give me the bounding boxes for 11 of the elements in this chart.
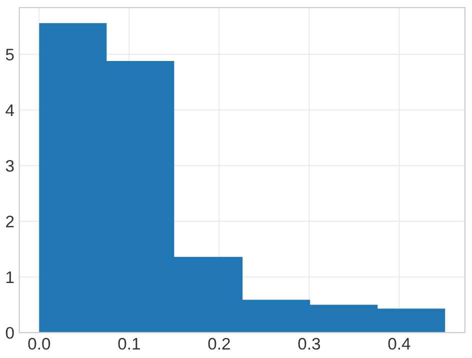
y-tick-label: 4 <box>6 104 14 116</box>
y-tick-label: 0 <box>6 326 14 339</box>
y-tick-label: 2 <box>6 216 14 228</box>
y-tick-label: 5 <box>6 48 14 60</box>
x-tick-label: 0.3 <box>298 338 320 350</box>
x-tick-label: 0.2 <box>208 338 230 350</box>
x-tick-label: 0.4 <box>388 338 410 350</box>
y-tick-label: 3 <box>6 160 14 172</box>
y-tick-label: 1 <box>6 271 14 283</box>
x-tick-label: 0.0 <box>28 338 50 350</box>
x-tick-label: 0.1 <box>118 338 140 350</box>
